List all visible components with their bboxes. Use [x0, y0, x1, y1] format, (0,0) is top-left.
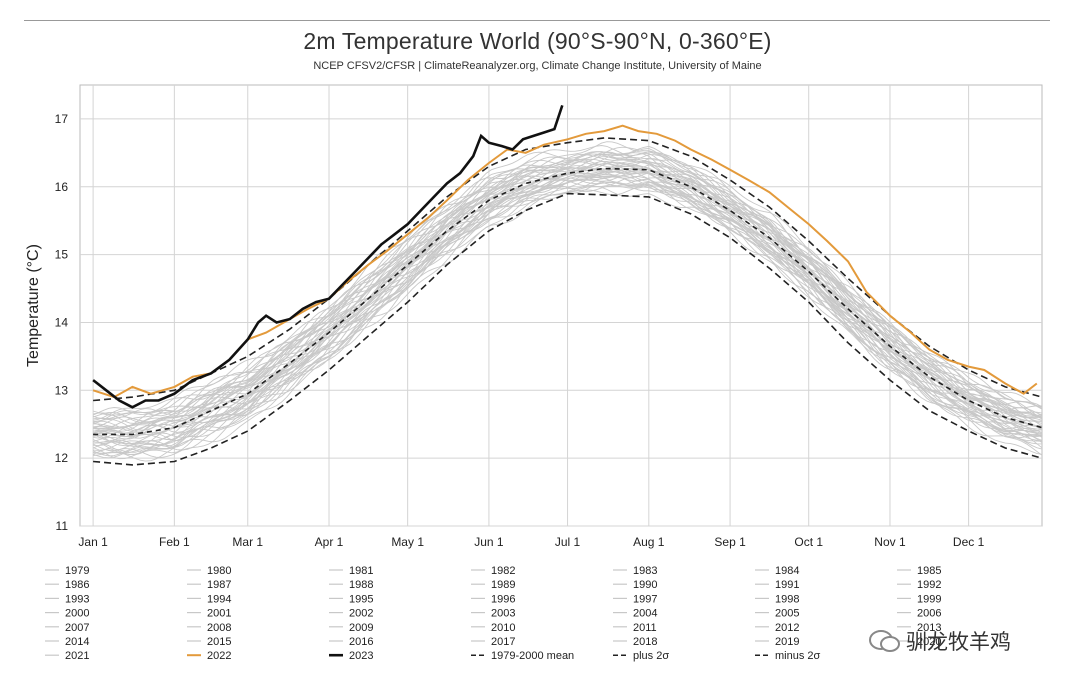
legend-label: 2002 [349, 608, 373, 620]
legend-label: 2014 [65, 636, 89, 648]
series-line-1992 [93, 172, 1043, 448]
legend-label: 2003 [491, 608, 515, 620]
x-tick-label: Nov 1 [874, 535, 906, 549]
legend-label: 2012 [775, 622, 799, 634]
legend-label: 1987 [207, 579, 231, 591]
x-tick-label: Dec 1 [953, 535, 985, 549]
legend-label: 2016 [349, 636, 373, 648]
legend-label: 1986 [65, 579, 89, 591]
legend-label: 2023 [349, 650, 373, 662]
legend-label: 1994 [207, 593, 231, 605]
legend-label: 2013 [917, 622, 941, 634]
legend-label: 2004 [633, 608, 657, 620]
legend-label: 1981 [349, 565, 373, 577]
legend-label: 2019 [775, 636, 799, 648]
legend-label: 1996 [491, 593, 515, 605]
y-tick-label: 14 [55, 315, 69, 329]
legend-label: 2020 [917, 636, 941, 648]
legend-label: 1982 [491, 565, 515, 577]
legend-label: 1998 [775, 593, 799, 605]
legend-label: 2001 [207, 608, 231, 620]
legend-label: 2018 [633, 636, 657, 648]
wechat-logo-icon [869, 630, 900, 652]
legend-label: 2017 [491, 636, 515, 648]
y-tick-label: 16 [55, 180, 69, 194]
legend-label: 1990 [633, 579, 657, 591]
x-tick-label: Sep 1 [714, 535, 746, 549]
legend-label: 1997 [633, 593, 657, 605]
legend-label: 1989 [491, 579, 515, 591]
legend-label: 1988 [349, 579, 373, 591]
series-line-2003 [92, 163, 1043, 442]
x-tick-label: Jan 1 [78, 535, 108, 549]
y-tick-label: 17 [55, 112, 69, 126]
series-line-2020 [92, 145, 1043, 416]
x-tick-label: Jul 1 [555, 535, 581, 549]
legend-label: plus 2σ [633, 650, 669, 662]
legend-label: 2006 [917, 608, 941, 620]
legend-label: 1991 [775, 579, 799, 591]
legend-label: 2022 [207, 650, 231, 662]
legend-label: 2005 [775, 608, 799, 620]
minus-2sigma-line [93, 192, 1043, 466]
legend-label: 2021 [65, 650, 89, 662]
top-divider [24, 20, 1050, 21]
series-line-2019 [93, 141, 1043, 421]
series-line-2023 [92, 104, 564, 409]
legend-label: 1984 [775, 565, 799, 577]
legend-label: 2010 [491, 622, 515, 634]
y-tick-label: 13 [55, 383, 69, 397]
legend-label: 1995 [349, 593, 373, 605]
x-tick-label: Feb 1 [159, 535, 190, 549]
series-line-1989 [92, 169, 1043, 457]
legend-label: 2015 [207, 636, 231, 648]
x-tick-label: May 1 [391, 535, 424, 549]
legend-label: 1999 [917, 593, 941, 605]
legend-label: 2011 [633, 622, 657, 634]
watermark-text: 驯龙牧羊鸡 [906, 630, 1011, 654]
legend-label: minus 2σ [775, 650, 821, 662]
legend-label: 2008 [207, 622, 231, 634]
legend-label: 2000 [65, 608, 89, 620]
series-line-2021 [93, 145, 1043, 424]
x-tick-label: Aug 1 [633, 535, 665, 549]
y-axis-label: Temperature (°C) [25, 244, 42, 367]
legend-label: 1979 [65, 565, 89, 577]
series-line-2005 [92, 163, 1043, 429]
legend-label: 1993 [65, 593, 89, 605]
y-tick-label: 15 [55, 248, 69, 262]
x-tick-label: Oct 1 [794, 535, 823, 549]
x-tick-label: Mar 1 [232, 535, 263, 549]
series-line-2022 [92, 124, 1038, 399]
legend-label: 1979-2000 mean [491, 650, 574, 662]
legend-label: 1980 [207, 565, 231, 577]
legend-label: 1983 [633, 565, 657, 577]
plot-area [79, 84, 1043, 527]
y-tick-label: 12 [55, 451, 69, 465]
legend-label: 2009 [349, 622, 373, 634]
series-line-2017 [92, 156, 1043, 418]
chart-title: 2m Temperature World (90°S-90°N, 0-360°E… [303, 28, 772, 54]
series-line-1981 [92, 176, 1043, 460]
x-tick-label: Jun 1 [474, 535, 504, 549]
legend-label: 2007 [65, 622, 89, 634]
mean-1979-2000-line [93, 167, 1043, 436]
x-tick-label: Apr 1 [315, 535, 344, 549]
legend-label: 1985 [917, 565, 941, 577]
chart-subtitle: NCEP CFSV2/CFSR | ClimateReanalyzer.org,… [313, 60, 762, 72]
series-line-2014 [93, 148, 1043, 432]
series-line-2013 [92, 154, 1043, 423]
y-tick-label: 11 [56, 519, 69, 533]
legend-label: 1992 [917, 579, 941, 591]
